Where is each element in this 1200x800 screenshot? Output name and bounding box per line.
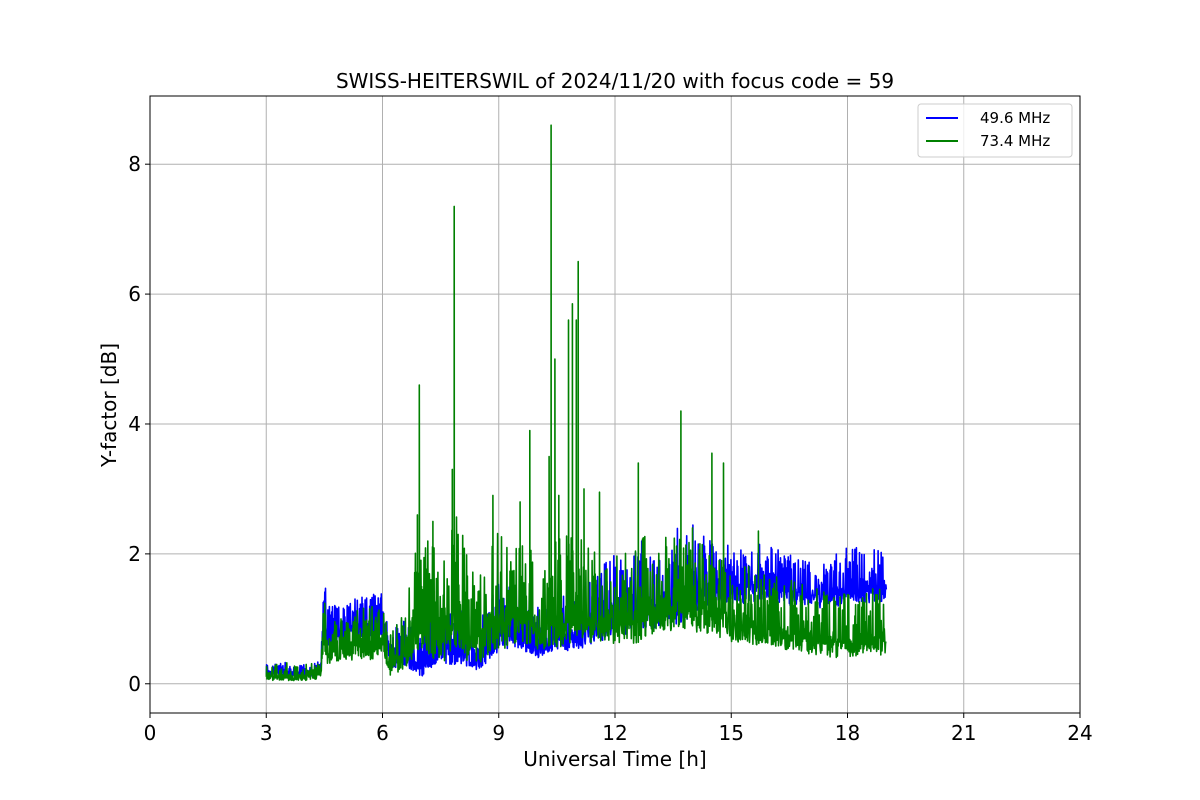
series-line-73-4-mhz: [265, 124, 887, 682]
chart-title: SWISS-HEITERSWIL of 2024/11/20 with focu…: [336, 69, 894, 93]
x-tick-label: 9: [492, 721, 505, 745]
y-axis-label: Y-factor [dB]: [97, 343, 121, 468]
x-tick-label: 0: [144, 721, 157, 745]
x-tick-label: 18: [835, 721, 860, 745]
x-tick-label: 6: [376, 721, 389, 745]
x-axis-label: Universal Time [h]: [523, 747, 706, 771]
legend: 49.6 MHz 73.4 MHz: [917, 103, 1073, 158]
y-tick-label: 0: [128, 672, 141, 696]
y-tick-label: 8: [128, 152, 141, 176]
x-tick-label: 3: [260, 721, 273, 745]
legend-label-49-6: 49.6 MHz: [980, 109, 1050, 127]
legend-label-73-4: 73.4 MHz: [980, 132, 1050, 150]
plot-area: [265, 124, 888, 682]
y-tick-label: 6: [128, 282, 141, 306]
x-tick-label: 15: [719, 721, 744, 745]
y-tick-label: 4: [128, 412, 141, 436]
x-tick-label: 12: [602, 721, 627, 745]
x-tick-label: 21: [951, 721, 976, 745]
y-tick-label: 2: [128, 542, 141, 566]
x-tick-label: 24: [1067, 721, 1092, 745]
